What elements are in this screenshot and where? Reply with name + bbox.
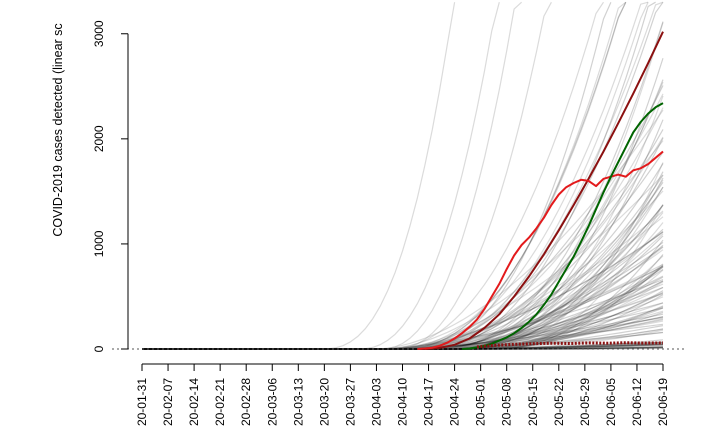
x-tick-label: 20-06-05 xyxy=(604,378,618,426)
y-tick-label: 0 xyxy=(92,345,106,352)
background-line xyxy=(142,1,649,350)
series-line-4 xyxy=(476,341,664,349)
y-tick-label: 3000 xyxy=(92,20,106,47)
x-tick-label: 20-06-12 xyxy=(630,378,644,426)
series-line-3 xyxy=(461,102,664,350)
x-tick-label: 20-02-28 xyxy=(239,378,253,426)
y-tick-label: 2000 xyxy=(92,125,106,152)
background-line xyxy=(142,2,456,350)
x-tick-label: 20-05-29 xyxy=(578,378,592,426)
series-line-1 xyxy=(424,31,664,350)
x-tick-label: 20-03-13 xyxy=(291,378,305,426)
background-line xyxy=(142,1,552,350)
x-tick-label: 20-05-22 xyxy=(552,378,566,426)
x-tick-label: 20-05-15 xyxy=(526,378,540,426)
background-line xyxy=(142,263,664,350)
y-axis-label: COVID-2019 cases detected (linear sc xyxy=(51,23,65,236)
x-tick-label: 20-05-01 xyxy=(474,378,488,426)
x-tick-label: 20-04-03 xyxy=(369,378,383,426)
background-line xyxy=(142,58,664,350)
background-line xyxy=(142,85,664,350)
x-tick-label: 20-02-14 xyxy=(187,378,201,426)
background-line xyxy=(142,263,664,350)
x-axis: 20-01-31 20-02-07 20-02-14 20-02-21 20-02-28… xyxy=(135,363,670,426)
background-line xyxy=(142,1,612,350)
x-tick-label: 20-05-08 xyxy=(500,378,514,426)
highlighted-series xyxy=(417,31,664,350)
x-tick-label: 20-06-19 xyxy=(656,378,670,426)
background-line xyxy=(142,1,649,350)
x-tick-label: 20-03-27 xyxy=(343,378,357,426)
x-tick-label: 20-04-17 xyxy=(422,378,436,426)
background-line xyxy=(142,1,523,350)
x-tick-label: 20-03-20 xyxy=(317,378,331,426)
x-tick-label: 20-02-07 xyxy=(161,378,175,426)
background-series-lines xyxy=(142,1,664,350)
x-tick-label: 20-04-10 xyxy=(396,378,410,426)
x-tick-label: 20-02-21 xyxy=(213,378,227,426)
x-tick-label: 20-03-06 xyxy=(265,378,279,426)
series-line-2 xyxy=(417,150,664,350)
x-tick-label: 20-01-31 xyxy=(135,378,149,426)
background-line xyxy=(142,2,500,350)
y-tick-label: 1000 xyxy=(92,230,106,257)
y-axis: 0 1000 2000 3000 xyxy=(92,20,129,352)
x-tick-label: 20-04-24 xyxy=(448,378,462,426)
